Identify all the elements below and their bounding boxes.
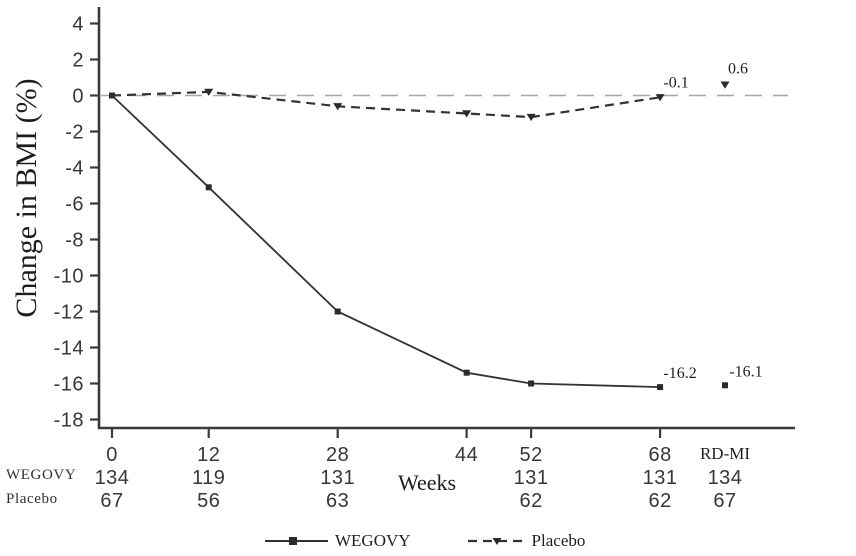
n-count-wegovy: 131 <box>514 467 549 489</box>
x-tick-label: 68 <box>648 444 671 466</box>
y-tick-label: -10 <box>54 266 84 288</box>
series-line-placebo <box>111 90 661 119</box>
point-label-wegovy-week68: -16.2 <box>663 365 696 382</box>
n-count-placebo: 67 <box>713 490 736 512</box>
y-tick-label: -12 <box>54 302 84 324</box>
series-line-wegovy <box>111 94 661 388</box>
marker-square-wegovy <box>334 308 341 315</box>
y-tick-label: -16 <box>54 374 84 396</box>
n-count-wegovy: 131 <box>643 467 678 489</box>
axes <box>97 7 795 430</box>
x-tick-label: 12 <box>197 444 220 466</box>
n-count-placebo: 67 <box>100 490 123 512</box>
n-count-wegovy: 134 <box>708 467 743 489</box>
n-row-label-wegovy: WEGOVY <box>6 467 77 483</box>
n-count-placebo: 62 <box>519 490 542 512</box>
marker-square-wegovy <box>528 380 535 387</box>
point-label-placebo-rdmi: 0.6 <box>728 61 748 78</box>
marker-triangle-placebo <box>204 88 214 96</box>
marker-square-wegovy <box>657 384 664 391</box>
marker-triangle-placebo <box>333 103 343 111</box>
legend-label-placebo: Placebo <box>531 531 586 550</box>
legend-item-wegovy: WEGOVY <box>264 531 411 551</box>
marker-triangle-placebo <box>655 94 665 102</box>
y-tick-label: -14 <box>54 338 84 360</box>
x-tick-label: 28 <box>326 444 349 466</box>
marker-square-wegovy <box>205 184 212 191</box>
y-tick-label: -8 <box>65 230 84 252</box>
y-tick-label: 4 <box>72 14 84 36</box>
y-tick-label: 0 <box>72 86 84 108</box>
n-row-label-placebo: Placebo <box>6 491 58 507</box>
n-count-wegovy: 131 <box>320 467 355 489</box>
x-tick-label: 52 <box>519 444 542 466</box>
y-tick-label: 2 <box>72 50 84 72</box>
y-tick-label: -2 <box>65 122 84 144</box>
marker-triangle-placebo <box>720 81 730 89</box>
y-tick-label: -6 <box>65 194 84 216</box>
dashed-line-triangle-marker-swatch <box>467 538 526 545</box>
solid-line-square-marker-swatch <box>265 537 328 545</box>
legend: WEGOVY Placebo <box>264 531 585 551</box>
y-tick-label: -18 <box>54 410 84 432</box>
n-count-placebo: 62 <box>648 490 671 512</box>
point-label-wegovy-rdmi: -16.1 <box>729 363 762 380</box>
point-label-placebo-week68: -0.1 <box>663 74 688 91</box>
marker-triangle-placebo <box>526 113 536 122</box>
marker-triangle-placebo <box>462 110 472 118</box>
n-count-wegovy: 119 <box>192 467 225 489</box>
x-axis-title: Weeks <box>397 470 457 495</box>
x-tick-label-rdmi: RD-MI <box>700 444 750 463</box>
marker-square-wegovy <box>722 382 728 389</box>
y-tick-label: -4 <box>65 158 84 180</box>
marker-square-wegovy <box>463 369 470 376</box>
n-count-placebo: 56 <box>197 490 220 512</box>
y-axis-title: Change in BMI (%) <box>10 78 43 318</box>
n-count-wegovy: 134 <box>95 467 130 489</box>
legend-item-placebo: Placebo <box>467 531 586 551</box>
x-tick-label: 0 <box>106 444 118 466</box>
x-tick-label: 44 <box>455 444 478 466</box>
n-count-placebo: 63 <box>326 490 349 512</box>
legend-label-wegovy: WEGOVY <box>335 531 411 550</box>
